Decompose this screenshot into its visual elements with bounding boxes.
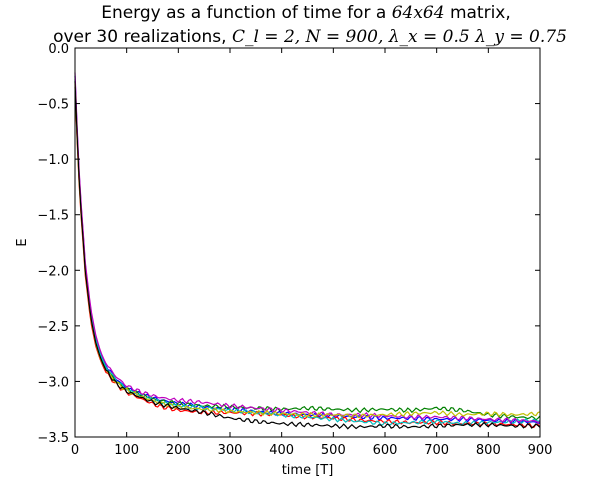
title-line1-suffix: matrix, bbox=[445, 3, 511, 23]
y-axis-label: E bbox=[15, 238, 30, 246]
x-tick-label-2: 200 bbox=[166, 443, 191, 458]
y-tick-label-0: 0.0 bbox=[48, 42, 69, 57]
title-line1-math: 64x64 bbox=[392, 3, 445, 23]
plot-area: 0 100 200 300 400 500 600 700 800 900 0.0 −0.5 −1.0 −… bbox=[37, 42, 552, 458]
y-tick-label-5: −2.5 bbox=[37, 320, 69, 335]
plot-background bbox=[75, 48, 540, 437]
y-tick-label-6: −3.0 bbox=[37, 375, 69, 390]
x-tick-label-1: 100 bbox=[114, 443, 139, 458]
title-line2-prefix: over 30 realizations, bbox=[53, 27, 232, 47]
x-tick-label-0: 0 bbox=[71, 443, 79, 458]
y-tick-label-2: −1.0 bbox=[37, 153, 69, 168]
series-line-7 bbox=[74, 81, 541, 430]
y-tick-label-4: −2.0 bbox=[37, 264, 69, 279]
series-line-2 bbox=[74, 81, 541, 421]
plot-frame bbox=[74, 47, 541, 438]
x-axis-label: time [T] bbox=[282, 463, 334, 478]
x-tick-label-6: 600 bbox=[373, 443, 398, 458]
x-tick-label-4: 400 bbox=[269, 443, 294, 458]
series-layer bbox=[74, 72, 541, 430]
x-tick-label-7: 700 bbox=[424, 443, 449, 458]
x-tick-label-5: 500 bbox=[321, 443, 346, 458]
tick-layer: 0 100 200 300 400 500 600 700 800 900 0.0 −0.5 −1.0 −… bbox=[37, 42, 552, 458]
series-line-5 bbox=[74, 72, 541, 424]
x-tick-label-8: 800 bbox=[476, 443, 501, 458]
title-line1-prefix: Energy as a function of time for a bbox=[101, 3, 391, 23]
x-tick-label-9: 900 bbox=[528, 443, 553, 458]
y-tick-label-1: −0.5 bbox=[37, 98, 69, 113]
title-line2-math: C_l = 2, N = 900, λ_x = 0.5 λ_y = 0.75 bbox=[232, 27, 567, 47]
y-tick-label-3: −1.5 bbox=[37, 209, 69, 224]
y-tick-label-7: −3.5 bbox=[37, 431, 69, 446]
chart-title-line-2: over 30 realizations, C_l = 2, N = 900, … bbox=[53, 27, 567, 47]
chart-title-line-1: Energy as a function of time for a 64x64… bbox=[101, 3, 511, 23]
x-tick-label-3: 300 bbox=[218, 443, 243, 458]
